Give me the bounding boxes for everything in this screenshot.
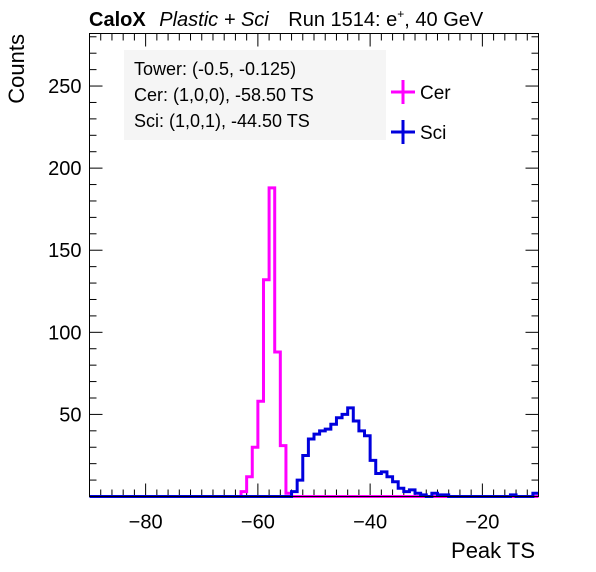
y-tick-label: 250	[48, 76, 81, 98]
y-tick-label: 50	[59, 404, 81, 426]
title-run-suffix: , 40 GeV	[404, 9, 484, 31]
y-tick-label: 150	[48, 240, 81, 262]
legend-label-sci: Sci	[420, 123, 446, 144]
y-tick-label: 200	[48, 158, 81, 180]
x-tick-label: −40	[353, 512, 387, 534]
plot-frame	[89, 33, 539, 497]
title-run-superscript: +	[397, 7, 404, 21]
axis-ticks: −80 −60 −40 −20 50 100 150 200 250	[48, 33, 539, 534]
legend: Cer Sci	[391, 80, 451, 144]
chart-title: CaloX Plastic + Sci Run 1514: e+, 40 GeV	[89, 7, 484, 31]
title-subtitle: Plastic + Sci	[159, 9, 269, 31]
x-tick-label: −60	[241, 512, 275, 534]
x-tick-label: −80	[129, 512, 163, 534]
info-line-tower: Tower: (-0.5, -0.125)	[134, 59, 296, 79]
y-axis-label: Counts	[4, 34, 29, 104]
legend-label-cer: Cer	[420, 83, 451, 104]
info-line-cer: Cer: (1,0,0), -58.50 TS	[134, 85, 314, 105]
series-layer	[89, 186, 539, 498]
series-sci-line	[89, 406, 539, 498]
y-tick-label: 100	[48, 322, 81, 344]
info-box-background	[124, 50, 386, 140]
x-tick-label: −20	[465, 512, 499, 534]
title-brand: CaloX	[89, 9, 146, 31]
series-cer-line	[89, 186, 539, 498]
title-run-prefix: Run 1514: e	[288, 9, 397, 31]
x-axis-label: Peak TS	[451, 538, 535, 563]
info-line-sci: Sci: (1,0,1), -44.50 TS	[134, 111, 310, 131]
